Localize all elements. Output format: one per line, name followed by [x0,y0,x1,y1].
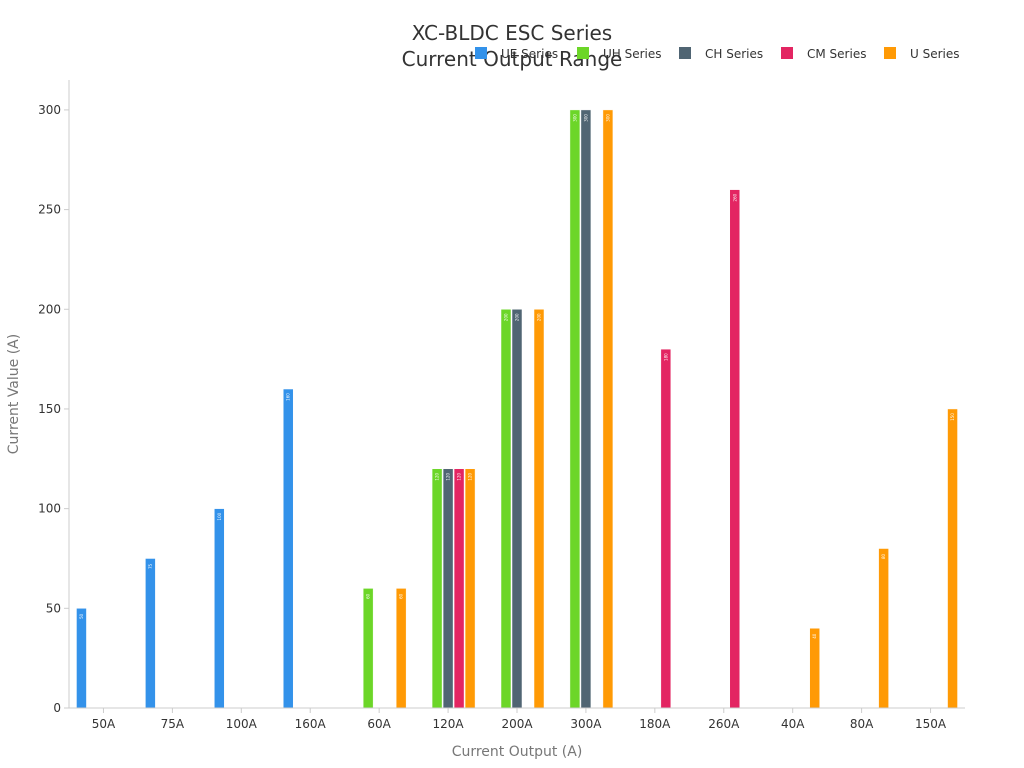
bar [282,388,294,709]
x-tick-label: 40A [781,717,805,731]
bar-data-label: 200 [515,313,520,321]
bar-data-label: 200 [504,313,509,321]
bar [602,109,614,709]
chart-title: XC-BLDC ESC Series Current Output Range [402,21,623,71]
legend: UE Series UH Series CH Series CM Series U Se… [475,47,960,61]
bar [511,309,523,709]
legend-item[interactable]: U Series [884,47,960,61]
bar [464,468,476,709]
bar-data-label: 60 [399,593,404,599]
legend-item[interactable]: UH Series [577,47,662,61]
series-u-series: 60 120 200 300 40 80 150 [395,109,958,709]
bar [947,408,958,709]
legend-label: UE Series [501,47,558,61]
x-tick-label: 150A [915,717,947,731]
y-tick-label: 100 [38,502,61,516]
x-axis: 50A 75A 100A 160A 60A 120A 200A 300A 180A 260A 40A… [69,707,965,731]
series-cm-series: 120 180 260 [453,189,741,709]
legend-swatch [577,47,589,59]
legend-swatch [475,47,487,59]
y-axis-label: Current Value (A) [6,334,22,454]
series-ue-series: 50 75 100 160 [76,388,294,709]
x-tick-label: 260A [708,717,740,731]
bar-data-label: 80 [881,554,886,560]
bar [362,588,374,709]
bar-data-label: 40 [812,633,817,639]
bar [442,468,454,709]
bar-data-label: 120 [435,472,440,480]
bar [500,309,512,709]
bar-data-label: 120 [446,472,451,480]
legend-label: UH Series [603,47,662,61]
bar-data-label: 75 [148,563,153,569]
bar-data-label: 120 [468,472,473,480]
legend-label: U Series [910,47,960,61]
bar-data-label: 160 [286,393,291,401]
y-axis: 0 50 100 150 200 250 300 [38,80,70,715]
legend-swatch [884,47,896,59]
bar [660,348,672,709]
y-tick-label: 150 [38,402,61,416]
bar [878,548,889,709]
y-tick-label: 200 [38,302,61,316]
legend-swatch [679,47,691,59]
legend-label: CM Series [807,47,866,61]
bar-data-label: 100 [217,512,222,520]
x-axis-label: Current Output (A) [452,744,583,760]
bar [453,468,465,709]
plot-area: 5075100160601202003001202003001201802606… [76,109,958,709]
bar-data-label: 300 [605,114,610,122]
bar-data-label: 50 [79,613,84,619]
bar [809,628,820,709]
bar [580,109,592,709]
x-tick-label: 100A [226,717,258,731]
legend-item[interactable]: CM Series [781,47,866,61]
legend-swatch [781,47,793,59]
bar-data-label: 200 [537,313,542,321]
y-tick-label: 250 [38,203,61,217]
x-tick-label: 180A [639,717,671,731]
chart-title-line-1: XC-BLDC ESC Series [412,21,612,45]
x-tick-label: 120A [433,717,465,731]
bar [729,189,741,709]
bar-data-label: 260 [732,193,737,201]
x-tick-label: 200A [501,717,533,731]
y-tick-label: 0 [53,701,61,715]
bar-data-label: 120 [457,472,462,480]
bar-data-label: 150 [950,413,955,421]
bar [395,588,407,709]
x-tick-label: 160A [295,717,327,731]
bar-data-label: 180 [663,353,668,361]
x-tick-label: 80A [850,717,874,731]
legend-item[interactable]: UE Series [475,47,558,61]
bar [533,309,545,709]
bar-data-label: 60 [366,593,371,599]
bar [145,558,156,709]
x-tick-label: 300A [570,717,602,731]
legend-item[interactable]: CH Series [679,47,763,61]
bar-data-label: 300 [572,114,577,122]
bar [214,508,225,709]
x-tick-label: 75A [161,717,185,731]
bar [76,608,87,709]
legend-label: CH Series [705,47,763,61]
y-tick-label: 50 [46,601,61,615]
x-tick-label: 60A [367,717,391,731]
x-tick-label: 50A [92,717,116,731]
y-tick-label: 300 [38,103,61,117]
bar [431,468,443,709]
bar [569,109,581,709]
bar-data-label: 300 [583,114,588,122]
